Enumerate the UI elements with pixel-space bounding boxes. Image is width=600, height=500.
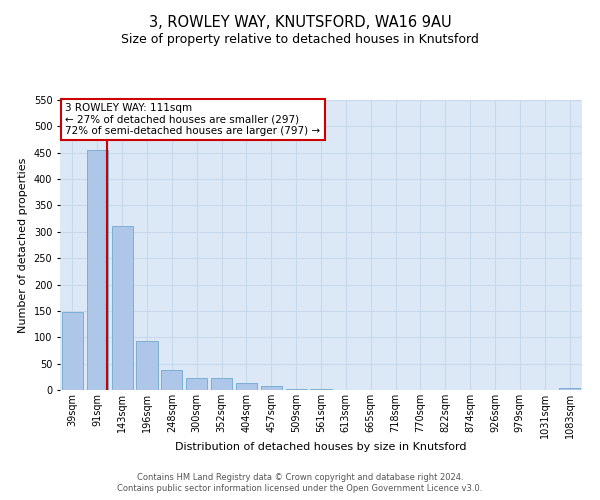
Bar	[161, 370, 182, 390]
Text: Size of property relative to detached houses in Knutsford: Size of property relative to detached ho…	[121, 32, 479, 46]
Bar	[136, 341, 158, 390]
Bar	[559, 388, 580, 390]
Text: Contains public sector information licensed under the Open Government Licence v3: Contains public sector information licen…	[118, 484, 482, 493]
Bar	[186, 378, 207, 390]
Text: 3, ROWLEY WAY, KNUTSFORD, WA16 9AU: 3, ROWLEY WAY, KNUTSFORD, WA16 9AU	[149, 15, 451, 30]
Text: Distribution of detached houses by size in Knutsford: Distribution of detached houses by size …	[175, 442, 467, 452]
Bar	[87, 150, 108, 390]
Text: 3 ROWLEY WAY: 111sqm
← 27% of detached houses are smaller (297)
72% of semi-deta: 3 ROWLEY WAY: 111sqm ← 27% of detached h…	[65, 103, 320, 136]
Bar	[112, 226, 133, 390]
Text: Contains HM Land Registry data © Crown copyright and database right 2024.: Contains HM Land Registry data © Crown c…	[137, 472, 463, 482]
Bar	[62, 312, 83, 390]
Bar	[286, 389, 307, 390]
Y-axis label: Number of detached properties: Number of detached properties	[18, 158, 28, 332]
Bar	[211, 378, 232, 390]
Bar	[236, 383, 257, 390]
Bar	[261, 386, 282, 390]
